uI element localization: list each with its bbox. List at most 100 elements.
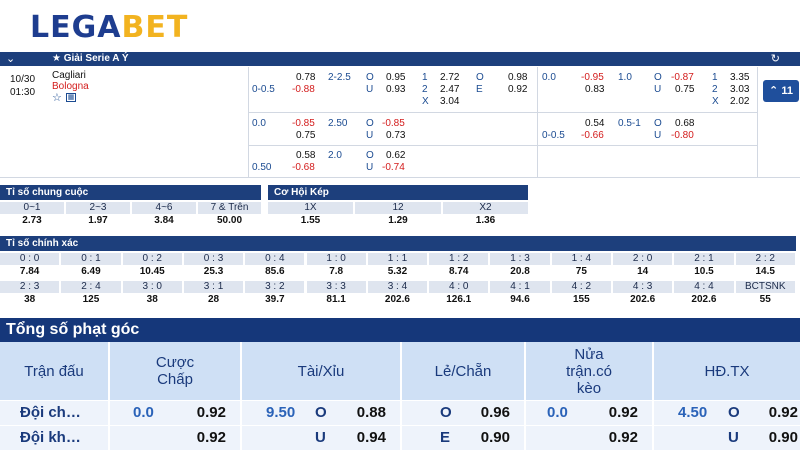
correct-score-cell[interactable]: 2 : 3 38 [0,281,60,306]
final-score-label: 2~3 [66,202,130,214]
corner-hdtx-cell[interactable]: 4.50 O 0.92 [654,401,800,425]
correct-score-cell[interactable]: 3 : 4 202.6 [367,281,428,306]
corner-team-home: Đội ch… [0,401,108,425]
col-header-hdtx: HĐ.TX [654,342,800,400]
half-odds: 0.92 [608,404,638,421]
oe-o-label: O [476,72,484,83]
correct-score-cell[interactable]: 1 : 1 5.32 [367,253,428,278]
double-chance-cell[interactable]: X2 1.36 [443,202,528,227]
correct-score-cell[interactable]: 0 : 2 10.45 [122,253,182,278]
correct-score-cell[interactable]: 3 : 1 28 [183,281,244,306]
ou-over-odds-2[interactable]: -0.85 [382,118,405,129]
h1-ou-under-odds-2[interactable]: -0.80 [671,130,694,141]
x12-draw-odds[interactable]: 3.04 [440,96,460,107]
h1-hdp-home-odds-2[interactable]: 0.54 [585,118,605,129]
corner-oe-cell[interactable]: O 0.96 [402,401,524,425]
correct-score-cell[interactable]: 0 : 3 25.3 [183,253,244,278]
oe-even-odds[interactable]: 0.92 [508,84,528,95]
correct-score-cell[interactable]: 4 : 0 126.1 [429,281,489,306]
corner-hdtx-cell[interactable]: U 0.90 [654,426,800,450]
correct-score-value: 7.8 [329,266,344,277]
ou-o-label-2: O [366,118,374,129]
ou-odds: 0.88 [356,404,386,421]
col-header-ou: Tài/Xỉu [242,342,400,400]
h1-ou-under-odds[interactable]: 0.75 [675,84,695,95]
final-score-cell[interactable]: 7 & Trên 50.00 [198,202,261,227]
h1-hdp-away-odds[interactable]: 0.83 [585,84,605,95]
correct-score-cell[interactable]: 3 : 2 39.7 [245,281,305,306]
final-score-cell[interactable]: 4~6 3.84 [132,202,196,227]
correct-score-cell[interactable]: 0 : 0 7.84 [0,253,60,278]
logo-text-accent: BET [121,10,189,45]
hdp-home-odds-2[interactable]: -0.85 [292,118,315,129]
h1-ou-over-odds[interactable]: -0.87 [671,72,694,83]
ou-under-odds[interactable]: 0.93 [386,84,406,95]
correct-score-cell[interactable]: 3 : 0 38 [122,281,182,306]
corner-oe-cell[interactable]: E 0.90 [402,426,524,450]
correct-score-cell[interactable]: 1 : 4 75 [551,253,611,278]
double-chance-cell[interactable]: 1X 1.55 [268,202,353,227]
refresh-icon[interactable]: ↻ [770,53,780,65]
hdp-away-odds[interactable]: -0.88 [292,84,315,95]
correct-score-cell[interactable]: 4 : 1 94.6 [490,281,550,306]
double-chance-label: 1X [268,202,353,214]
correct-score-label: 1 : 1 [367,253,428,265]
final-score-value: 3.84 [154,215,174,226]
correct-score-cell[interactable]: 0 : 1 6.49 [61,253,121,278]
correct-score-cell[interactable]: 2 : 4 125 [61,281,121,306]
oe-odd-odds[interactable]: 0.98 [508,72,528,83]
x12-away-odds[interactable]: 2.47 [440,84,460,95]
h1-x12-home-odds[interactable]: 3.35 [730,72,750,83]
hdp-home-odds[interactable]: 0.78 [296,72,316,83]
correct-score-cell[interactable]: 1 : 2 8.74 [429,253,489,278]
corner-hdp-cell[interactable]: 0.92 [110,426,240,450]
more-bets-button[interactable]: ⌃ 11 [763,80,799,102]
final-score-cell[interactable]: 0~1 2.73 [0,202,64,227]
corner-hdp-cell[interactable]: 0.0 0.92 [110,401,240,425]
ou-under-odds-2[interactable]: 0.73 [386,130,406,141]
legabet-logo[interactable]: LEGABET [30,10,188,45]
h1-ou-u-label: U [654,84,662,95]
correct-score-value: 85.6 [265,266,285,277]
ou-over-odds-3[interactable]: 0.62 [386,150,406,161]
correct-score-cell[interactable]: 0 : 4 85.6 [245,253,305,278]
correct-score-cell[interactable]: 4 : 4 202.6 [674,281,734,306]
correct-score-cell[interactable]: 4 : 2 155 [551,281,611,306]
ou-over-odds[interactable]: 0.95 [386,72,406,83]
ou-under-odds-3[interactable]: -0.74 [382,162,405,173]
h1-x12-draw-odds[interactable]: 2.02 [730,96,750,107]
stats-icon[interactable]: ▦ [66,93,76,102]
correct-score-cell[interactable]: 2 : 0 14 [613,253,673,278]
hdp-line-2: 0.0 [252,118,266,129]
corner-ou-cell[interactable]: 9.50 O 0.88 [242,401,400,425]
correct-score-cell[interactable]: 3 : 3 81.1 [306,281,366,306]
oe-symbol: O [440,404,452,421]
h1-hdp-home-odds[interactable]: -0.95 [581,72,604,83]
hdp-home-odds-3[interactable]: 0.58 [296,150,316,161]
correct-score-label: 1 : 4 [551,253,611,265]
double-chance-cell[interactable]: 12 1.29 [355,202,441,227]
corner-ou-cell[interactable]: U 0.94 [242,426,400,450]
final-score-label: 7 & Trên [198,202,261,214]
corner-half-cell[interactable]: 0.92 [526,426,652,450]
h1-x12-1-label: 1 [712,72,718,83]
chevron-down-icon[interactable]: ⌄ [6,53,16,65]
correct-score-cell[interactable]: 2 : 1 10.5 [674,253,734,278]
x12-home-odds[interactable]: 2.72 [440,72,460,83]
h1-hdp-away-odds-2[interactable]: -0.66 [581,130,604,141]
correct-score-cell[interactable]: 2 : 2 14.5 [735,253,795,278]
correct-score-cell[interactable]: BCTSNK 55 [735,281,795,306]
correct-score-cell[interactable]: 1 : 0 7.8 [306,253,366,278]
final-score-cell[interactable]: 2~3 1.97 [66,202,130,227]
home-team[interactable]: Cagliari [52,70,86,81]
corner-half-cell[interactable]: 0.0 0.92 [526,401,652,425]
away-team[interactable]: Bologna [52,81,89,92]
h1-ou-over-odds-2[interactable]: 0.68 [675,118,695,129]
hdp-away-odds-3[interactable]: -0.68 [292,162,315,173]
correct-score-cell[interactable]: 4 : 3 202.6 [613,281,673,306]
hdp-away-odds-2[interactable]: 0.75 [296,130,316,141]
favorite-star-icon[interactable]: ☆ [52,92,62,104]
h1-x12-away-odds[interactable]: 3.03 [730,84,750,95]
correct-score-cell[interactable]: 1 : 3 20.8 [490,253,550,278]
h1-hdp-line-2: 0-0.5 [542,130,565,141]
